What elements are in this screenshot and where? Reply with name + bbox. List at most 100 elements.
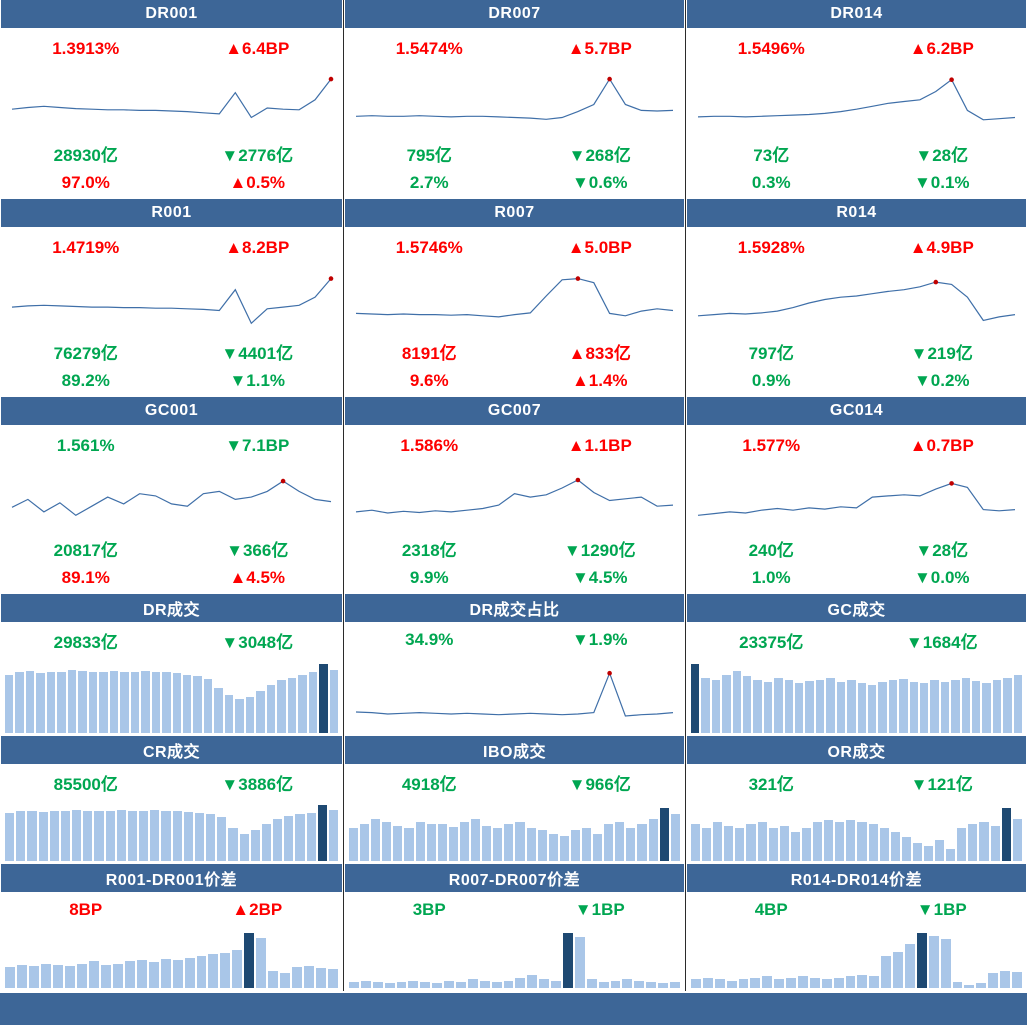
bar [88, 671, 98, 733]
bar [909, 681, 918, 733]
bar-chart [5, 660, 338, 733]
bar [67, 670, 77, 733]
bar [194, 812, 205, 861]
panel-ibo-volume: IBO成交 4918亿 ▼966亿 [343, 736, 685, 864]
bar [256, 938, 267, 988]
bar [5, 967, 15, 988]
bar [774, 979, 785, 988]
bar [15, 672, 24, 733]
rate-value: 1.5474% [395, 39, 463, 58]
share-change: ▼4.5% [571, 568, 628, 587]
bar [426, 824, 436, 861]
volume-value: 85500亿 [53, 774, 118, 794]
volume-change: ▲833亿 [568, 343, 631, 363]
spread-change: ▲2BP [232, 900, 283, 919]
share-change: ▼1.9% [571, 630, 628, 649]
bar [738, 979, 749, 988]
bar [515, 977, 526, 988]
bar [888, 680, 898, 733]
bar [38, 812, 48, 861]
bar [711, 680, 721, 733]
bar [868, 824, 878, 861]
rate-value: 1.586% [400, 436, 459, 455]
bar [919, 683, 929, 733]
bar [261, 824, 272, 861]
panel-gc001: GC001 1.561% ▼7.1BP 20817亿 ▼366亿 89.1% ▲… [0, 397, 343, 594]
bar [83, 810, 93, 861]
bar [316, 968, 327, 988]
bar [784, 680, 794, 733]
bar [786, 977, 797, 988]
bar [527, 975, 538, 988]
line-chart [692, 467, 1021, 534]
bar [60, 811, 71, 861]
panel-r014: R014 1.5928% ▲4.9BP 797亿 ▼219亿 0.9% ▼0.2… [685, 199, 1027, 397]
bar [349, 827, 359, 861]
bar [151, 671, 161, 733]
panel-title: DR007 [488, 5, 541, 22]
volume-value: 73亿 [753, 145, 790, 165]
bar [467, 979, 478, 988]
bar [415, 822, 425, 861]
panel-r007: R007 1.5746% ▲5.0BP 8191亿 ▲833亿 9.6% ▲1.… [343, 199, 685, 397]
volume-change: ▼966亿 [568, 774, 631, 794]
bar [857, 822, 867, 861]
bar [184, 957, 195, 988]
bar [1013, 675, 1022, 733]
bar [515, 822, 525, 861]
bar [912, 843, 922, 861]
bar [141, 670, 150, 733]
bar [130, 672, 140, 733]
bar [317, 804, 327, 861]
line-chart [350, 467, 679, 534]
bar [162, 672, 171, 733]
panel-dr001: DR001 1.3913% ▲6.4BP 28930亿 ▼2776亿 97.0%… [0, 0, 343, 199]
panel-header: R014-DR014价差 [686, 864, 1027, 892]
bar [52, 964, 63, 988]
bar [105, 810, 115, 861]
rate-change-bp: ▲5.0BP [567, 238, 632, 257]
bar [232, 949, 243, 988]
spread-value: 3BP [412, 900, 446, 919]
panel-header: IBO成交 [344, 736, 685, 764]
volume-value: 4918亿 [401, 774, 457, 794]
bar [99, 672, 108, 733]
volume-value: 23375亿 [739, 632, 804, 652]
bar [224, 695, 234, 733]
panel-title: DR001 [145, 5, 198, 22]
rate-value: 1.5928% [737, 238, 805, 257]
bar [857, 683, 866, 733]
bar [124, 961, 135, 988]
bar [266, 684, 276, 733]
bar [992, 680, 1002, 733]
bar [349, 982, 359, 988]
bar [1003, 677, 1012, 733]
panel-title: GC001 [144, 402, 199, 419]
bar [935, 839, 945, 861]
bar [809, 977, 820, 988]
share-value: 2.7% [409, 173, 449, 192]
bar [670, 982, 680, 988]
bar [946, 849, 956, 861]
bar [220, 953, 231, 988]
bar [479, 981, 490, 988]
panel-header: DR成交占比 [344, 594, 685, 622]
bar [448, 826, 458, 861]
bar [239, 833, 249, 861]
bar [801, 827, 812, 861]
rate-change-bp: ▲5.7BP [567, 39, 632, 58]
bar [1000, 970, 1011, 988]
volume-value: 2318亿 [401, 540, 457, 560]
rate-change-bp: ▲1.1BP [567, 436, 632, 455]
bar [360, 981, 371, 988]
bar [206, 813, 216, 861]
bar [768, 827, 778, 861]
volume-value: 20817亿 [53, 540, 118, 560]
bar [432, 982, 443, 988]
bar [250, 830, 260, 861]
bar [116, 810, 126, 861]
bar [308, 672, 318, 733]
bar [940, 681, 950, 733]
bar [869, 976, 880, 988]
share-value: 97.0% [61, 173, 110, 192]
